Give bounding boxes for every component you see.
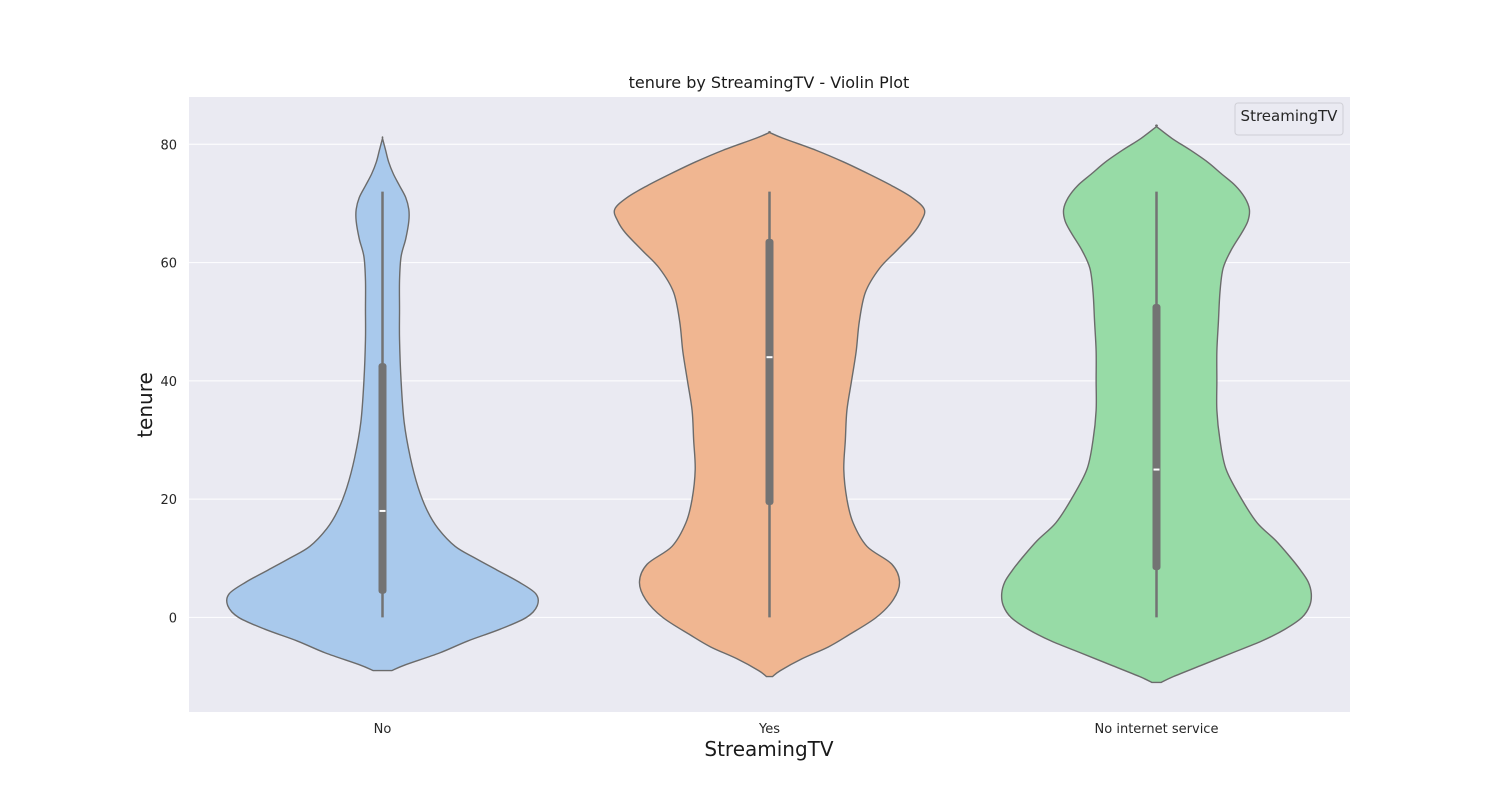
y-tick-label: 20 xyxy=(160,493,177,508)
violin-iqr-box xyxy=(1152,303,1161,571)
y-axis-label: tenure xyxy=(133,372,157,438)
x-ticks: No Yes No internet service xyxy=(374,722,1219,737)
violin-no-internet-service xyxy=(1000,124,1313,684)
legend: StreamingTV xyxy=(1234,102,1344,136)
violins xyxy=(225,124,1313,684)
violin-iqr-box xyxy=(378,363,387,594)
y-tick-label: 60 xyxy=(160,257,177,272)
legend-title: StreamingTV xyxy=(1241,107,1339,125)
violin-no xyxy=(225,136,540,672)
y-tick-label: 80 xyxy=(160,138,177,153)
chart-title: tenure by StreamingTV - Violin Plot xyxy=(629,73,910,92)
violin-yes xyxy=(613,131,926,678)
y-tick-label: 0 xyxy=(169,611,177,626)
x-tick-label: No internet service xyxy=(1095,722,1219,737)
legend-box xyxy=(1234,102,1344,136)
x-axis-label: StreamingTV xyxy=(704,737,834,761)
x-tick-label: Yes xyxy=(758,722,780,737)
y-ticks: 0 20 40 60 80 xyxy=(160,138,177,626)
x-tick-label: No xyxy=(374,722,392,737)
y-tick-label: 40 xyxy=(160,375,177,390)
violin-iqr-box xyxy=(765,238,774,506)
